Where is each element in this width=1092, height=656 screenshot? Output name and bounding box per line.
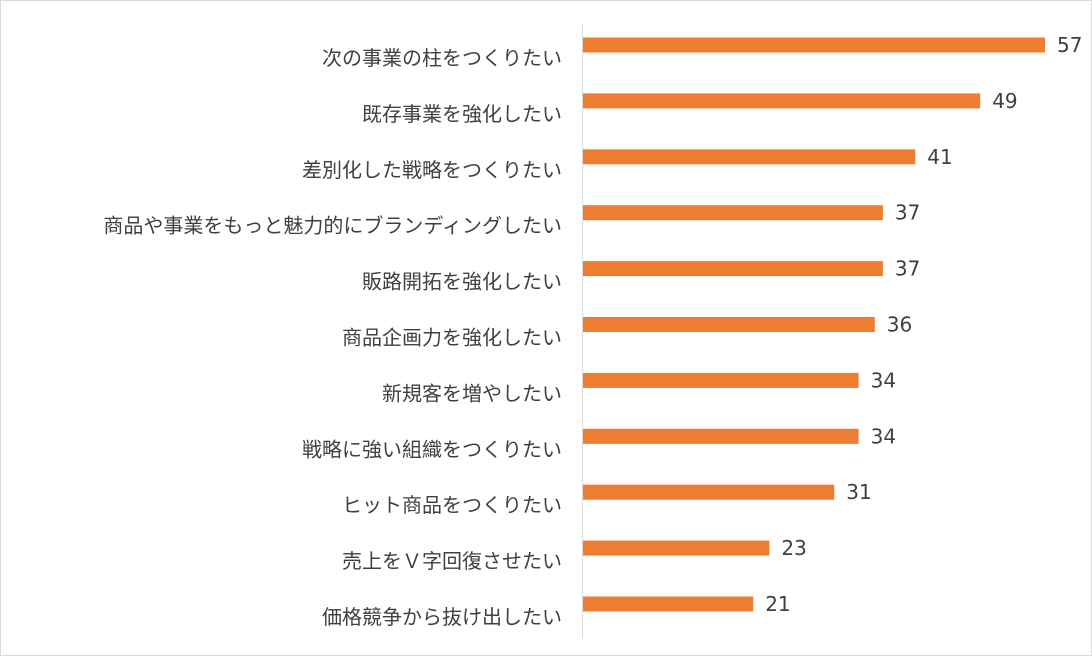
category-label: 商品や事業をもっと魅力的にブランディングしたい [103, 214, 562, 238]
category-label: 商品企画力を強化したい [342, 326, 562, 350]
bars-layer [583, 37, 1045, 612]
category-label: 差別化した戦略をつくりたい [302, 158, 562, 182]
data-label: 37 [895, 201, 920, 225]
bar [583, 261, 883, 277]
bar [583, 596, 754, 612]
category-label: ヒット商品をつくりたい [342, 493, 562, 517]
data-labels: 57 49 41 37 37 36 34 34 31 23 21 [765, 33, 1082, 616]
data-label: 31 [846, 480, 871, 504]
bar [583, 372, 859, 388]
category-label: 価格競争から抜け出したい [322, 605, 562, 629]
category-labels: 次の事業の柱をつくりたい既存事業を強化したい差別化した戦略をつくりたい商品や事業… [103, 46, 562, 629]
bar [583, 93, 981, 109]
bar [583, 540, 770, 556]
bar [583, 205, 883, 221]
bar [583, 37, 1045, 53]
category-label: 次の事業の柱をつくりたい [322, 46, 562, 70]
data-label: 34 [871, 424, 896, 448]
data-label: 21 [765, 592, 790, 616]
data-label: 34 [871, 368, 896, 392]
category-label: 既存事業を強化したい [362, 102, 562, 126]
data-label: 37 [895, 257, 920, 281]
category-label: 戦略に強い組織をつくりたい [302, 437, 562, 461]
bar [583, 317, 875, 332]
category-label: 売上をＶ字回復させたい [342, 549, 562, 573]
category-label: 新規客を増やしたい [382, 381, 562, 405]
bar [583, 149, 916, 165]
data-label: 49 [992, 89, 1017, 113]
bar [583, 484, 835, 500]
data-label: 57 [1057, 33, 1082, 57]
data-label: 23 [781, 536, 806, 560]
bar [583, 428, 859, 444]
category-label: 販路開拓を強化したい [362, 270, 562, 294]
data-label: 36 [887, 313, 912, 337]
data-label: 41 [927, 145, 952, 169]
